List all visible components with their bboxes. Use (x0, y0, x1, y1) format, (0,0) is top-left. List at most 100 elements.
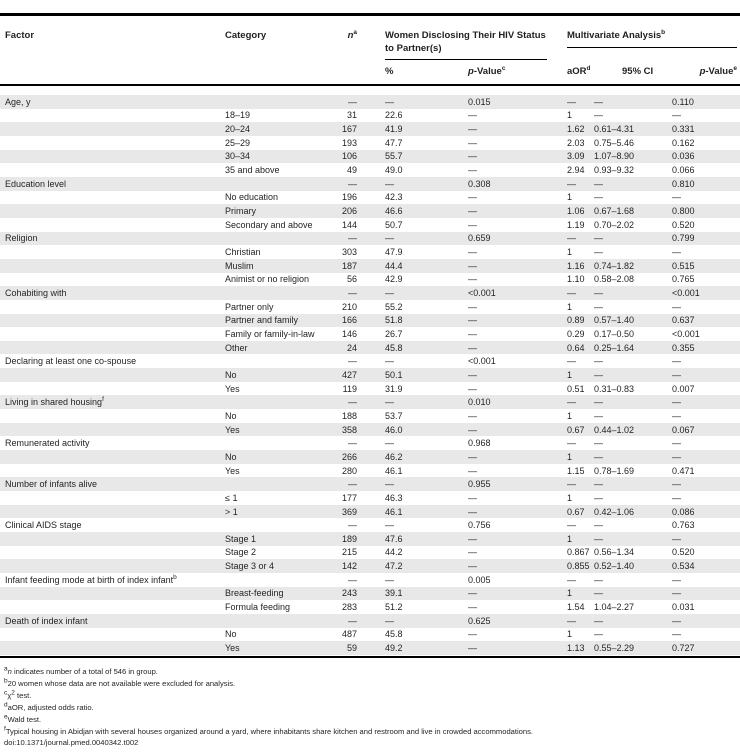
cell-aor: 1 (567, 588, 573, 599)
table-row: Cohabiting with — — <0.001 — — <0.001 (0, 286, 740, 300)
cell-aor: 1 (567, 369, 573, 380)
cell-ci: — (594, 397, 603, 408)
cell-ci: 0.17–0.50 (594, 328, 635, 339)
cell-aor: 1 (567, 629, 573, 640)
cell-aor: 1.62 (567, 124, 585, 135)
cell-percent: — (385, 233, 394, 244)
cell-percent: 50.1 (385, 369, 403, 380)
cell-pvalue-wald: — (672, 451, 681, 462)
table-row: 25–29 193 47.7 — 2.03 0.75–5.46 0.162 (0, 136, 740, 150)
cell-category: Other (225, 342, 248, 353)
cell-aor: 0.67 (567, 424, 585, 435)
table-row: Family or family-in-law 146 26.7 — 0.29 0.17–… (0, 327, 740, 341)
cell-factor: Age, y (5, 96, 31, 107)
cell-aor: — (567, 356, 576, 367)
cell-percent: 49.2 (385, 643, 403, 654)
cell-aor: 1 (567, 451, 573, 462)
cell-category: 20–24 (225, 124, 251, 135)
cell-aor: 1.19 (567, 219, 585, 230)
table-row: Living in shared housingf — — 0.010 — — — (0, 395, 740, 410)
cell-factor: Living in shared housingf (5, 396, 104, 408)
cell-category: 30–34 (225, 151, 251, 162)
cell-aor: 0.64 (567, 342, 585, 353)
cell-aor: 0.867 (567, 547, 590, 558)
cell-n: 283 (341, 602, 357, 613)
table-row: 35 and above 49 49.0 — 2.94 0.93–9.32 0.066 (0, 163, 740, 177)
cell-pvalue-wald: 0.800 (672, 206, 695, 217)
cell-percent: 42.3 (385, 192, 403, 203)
cell-aor: — (567, 178, 576, 189)
column-header-percent: % (385, 66, 394, 77)
cell-category: No (225, 629, 237, 640)
cell-aor: 0.51 (567, 383, 585, 394)
cell-category: 25–29 (225, 137, 251, 148)
cell-ci: — (594, 479, 603, 490)
cell-ci: — (594, 615, 603, 626)
cell-pvalue-chi: <0.001 (468, 288, 496, 299)
cell-aor: 3.09 (567, 151, 585, 162)
table-row: Yes 280 46.1 — 1.15 0.78–1.69 0.471 (0, 464, 740, 478)
cell-pvalue-wald: <0.001 (672, 288, 700, 299)
footnote: eWald test. (4, 713, 42, 724)
cell-ci: — (594, 588, 603, 599)
cell-percent: 50.7 (385, 219, 403, 230)
column-header-pvalue-chi: p-Valuec (468, 64, 506, 77)
cell-n: — (348, 438, 357, 449)
cell-aor: — (567, 574, 576, 585)
table-header-rule (0, 84, 740, 86)
cell-ci: 0.25–1.64 (594, 342, 635, 353)
cell-ci: — (594, 233, 603, 244)
cell-pvalue-chi: 0.659 (468, 233, 491, 244)
cell-category: Animist or no religion (225, 274, 310, 285)
footnote: daOR, adjusted odds ratio. (4, 701, 94, 712)
cell-ci: 0.31–0.83 (594, 383, 635, 394)
cell-aor: 1 (567, 247, 573, 258)
cell-pvalue-wald: — (672, 192, 681, 203)
cell-pvalue-chi: — (468, 301, 477, 312)
cell-ci: 0.74–1.82 (594, 260, 635, 271)
cell-percent: 46.0 (385, 424, 403, 435)
cell-n: 193 (341, 137, 357, 148)
cell-ci: — (594, 410, 603, 421)
table-row: Declaring at least one co-spouse — — <0.001… (0, 354, 740, 368)
cell-percent: 26.7 (385, 328, 403, 339)
cell-pvalue-chi: — (468, 192, 477, 203)
cell-category: Formula feeding (225, 602, 291, 613)
cell-category: Partner only (225, 301, 274, 312)
cell-pvalue-wald: 0.515 (672, 260, 695, 271)
cell-pvalue-wald: — (672, 588, 681, 599)
cell-pvalue-chi: 0.955 (468, 479, 491, 490)
cell-pvalue-wald: 0.036 (672, 151, 695, 162)
cell-aor: 1.54 (567, 602, 585, 613)
cell-category: Stage 2 (225, 547, 257, 558)
table-row: Yes 59 49.2 — 1.13 0.55–2.29 0.727 (0, 641, 740, 655)
cell-pvalue-chi: — (468, 451, 477, 462)
cell-n: 31 (346, 110, 357, 121)
cell-category: Yes (225, 424, 240, 435)
cell-n: — (348, 615, 357, 626)
cell-percent: 44.2 (385, 547, 403, 558)
cell-factor: Education level (5, 178, 67, 189)
cell-pvalue-wald: 0.086 (672, 506, 695, 517)
cell-pvalue-chi: — (468, 165, 477, 176)
table-row: No education 196 42.3 — 1 — — (0, 191, 740, 205)
cell-pvalue-wald: 0.007 (672, 383, 695, 394)
cell-percent: — (385, 438, 394, 449)
cell-n: 187 (341, 260, 357, 271)
cell-n: 427 (341, 369, 357, 380)
cell-percent: 31.9 (385, 383, 403, 394)
cell-percent: — (385, 178, 394, 189)
cell-n: — (348, 178, 357, 189)
table-row: Clinical AIDS stage — — 0.756 — — 0.763 (0, 518, 740, 532)
cell-percent: — (385, 520, 394, 531)
cell-percent: 41.9 (385, 124, 403, 135)
cell-aor: — (567, 615, 576, 626)
cell-pvalue-wald: — (672, 533, 681, 544)
cell-pvalue-chi: — (468, 137, 477, 148)
table-row: Infant feeding mode at birth of index in… (0, 573, 740, 587)
table-row: No 487 45.8 — 1 — — (0, 628, 740, 642)
table-row: 20–24 167 41.9 — 1.62 0.61–4.31 0.331 (0, 122, 740, 136)
cell-pvalue-wald: 0.110 (672, 96, 694, 107)
cell-n: — (348, 96, 357, 107)
